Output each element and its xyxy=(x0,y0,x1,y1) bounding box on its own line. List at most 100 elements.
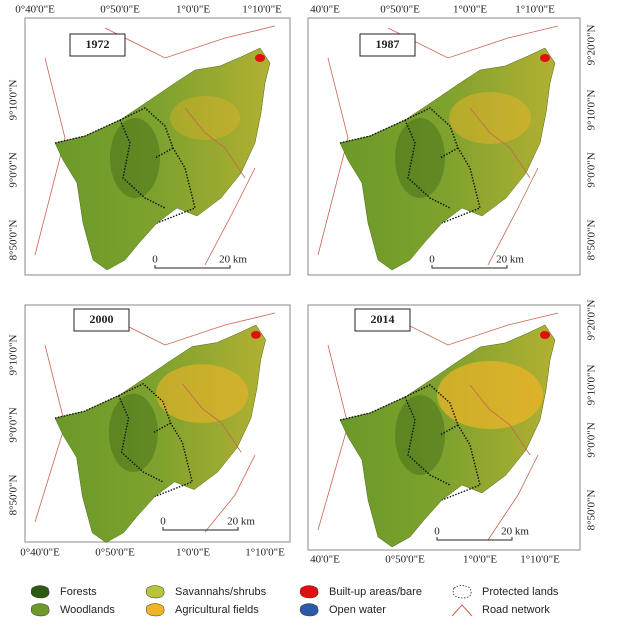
study-area xyxy=(339,47,556,271)
road xyxy=(317,57,349,256)
latitude-label: 9°0'0"N xyxy=(8,152,20,187)
study-area xyxy=(54,324,267,544)
legend-icon xyxy=(30,603,50,617)
forest-patch xyxy=(395,395,445,475)
legend-label: Road network xyxy=(482,604,550,616)
longitude-label: 0°40'0"E xyxy=(15,4,55,16)
legend-label: Open water xyxy=(329,604,386,616)
protected-boundary xyxy=(54,382,194,498)
legend-icon xyxy=(299,585,319,599)
year-label: 1972 xyxy=(86,37,110,51)
scale-zero: 0 xyxy=(160,516,166,528)
scale-bar xyxy=(436,537,513,541)
scale-distance: 20 km xyxy=(227,516,255,528)
legend-icon xyxy=(145,603,165,617)
latitude-label: 9°10'0"N xyxy=(586,365,598,406)
latitude-label: 9°20'0"N xyxy=(586,25,598,66)
longitude-label: 1°10'0"E xyxy=(245,547,285,559)
latitude-label: 9°0'0"N xyxy=(8,407,20,442)
latitude-label: 9°20'0"N xyxy=(586,300,598,341)
forest-patch xyxy=(108,393,158,472)
legend-label: Woodlands xyxy=(60,604,115,616)
road xyxy=(204,167,256,266)
longitude-label: 1°0'0"E xyxy=(176,547,210,559)
latitude-label: 8°50'0"N xyxy=(586,220,598,261)
forest-patch xyxy=(110,118,160,198)
built-up xyxy=(540,331,550,339)
study-area xyxy=(339,324,556,548)
legend-icon xyxy=(145,585,165,599)
latitude-label: 9°10'0"N xyxy=(8,335,20,376)
road-in-area xyxy=(469,384,531,456)
latitude-label: 8°50'0"N xyxy=(586,490,598,531)
agri-patch xyxy=(170,96,240,140)
year-box xyxy=(69,33,126,57)
year-box xyxy=(359,33,416,57)
latitude-label: 9°0'0"N xyxy=(586,152,598,187)
year-box xyxy=(354,308,411,332)
legend-icon xyxy=(452,585,472,599)
agri-patch xyxy=(155,364,249,423)
latitude-label: 8°50'0"N xyxy=(8,475,20,516)
road-in-area xyxy=(184,107,246,179)
longitude-label: 1°0'0"E xyxy=(453,4,487,16)
scale-zero: 0 xyxy=(434,526,440,538)
built-up xyxy=(540,54,550,62)
longitude-label: 0°50'0"E xyxy=(100,4,140,16)
longitude-label: 40'0"E xyxy=(310,554,340,566)
built-up xyxy=(255,54,265,62)
longitude-label: 1°0'0"E xyxy=(176,4,210,16)
scale-zero: 0 xyxy=(429,254,435,266)
latitude-label: 9°10'0"N xyxy=(8,80,20,121)
agri-patch xyxy=(449,92,531,144)
built-up xyxy=(251,330,261,339)
scale-distance: 20 km xyxy=(501,526,529,538)
legend-icon xyxy=(299,603,319,617)
legend-label: Built-up areas/bare xyxy=(329,586,422,598)
forest-patch xyxy=(395,118,445,198)
longitude-label: 1°10'0"E xyxy=(515,4,555,16)
year-label: 2014 xyxy=(371,312,395,326)
longitude-label: 0°50'0"E xyxy=(380,4,420,16)
longitude-label: 1°10'0"E xyxy=(242,4,282,16)
year-label: 2000 xyxy=(90,312,114,326)
scale-distance: 20 km xyxy=(496,254,524,266)
year-label: 1987 xyxy=(376,37,400,51)
legend-label: Forests xyxy=(60,586,97,598)
longitude-label: 40'0"E xyxy=(310,4,340,16)
scale-bar xyxy=(154,265,231,269)
legend-label: Agricultural fields xyxy=(175,604,259,616)
latitude-label: 9°0'0"N xyxy=(586,422,598,457)
road xyxy=(104,25,276,59)
protected-boundary xyxy=(339,107,481,224)
legend-icon xyxy=(451,604,473,617)
legend-icon xyxy=(30,585,50,599)
road xyxy=(387,312,559,346)
longitude-label: 1°10'0"E xyxy=(520,554,560,566)
road-in-area xyxy=(182,383,242,453)
scale-zero: 0 xyxy=(152,254,158,266)
road xyxy=(387,25,559,59)
longitude-label: 0°50'0"E xyxy=(95,547,135,559)
protected-boundary xyxy=(54,107,196,224)
road xyxy=(204,454,256,533)
scale-distance: 20 km xyxy=(219,254,247,266)
road xyxy=(104,312,276,346)
latitude-label: 9°10'0"N xyxy=(586,90,598,131)
scale-bar xyxy=(431,265,508,269)
latitude-label: 8°50'0"N xyxy=(8,220,20,261)
road xyxy=(34,57,66,256)
agri-patch xyxy=(437,361,543,429)
road xyxy=(487,454,539,541)
protected-boundary xyxy=(339,384,481,501)
legend-label: Protected lands xyxy=(482,586,559,598)
legend-label: Savannahs/shrubs xyxy=(175,586,267,598)
longitude-label: 1°0'0"E xyxy=(463,554,497,566)
study-area xyxy=(54,47,271,271)
longitude-label: 0°40'0"E xyxy=(20,547,60,559)
road-in-area xyxy=(469,107,531,179)
longitude-label: 0°50'0"E xyxy=(385,554,425,566)
road xyxy=(487,167,539,266)
scale-bar xyxy=(162,527,239,531)
